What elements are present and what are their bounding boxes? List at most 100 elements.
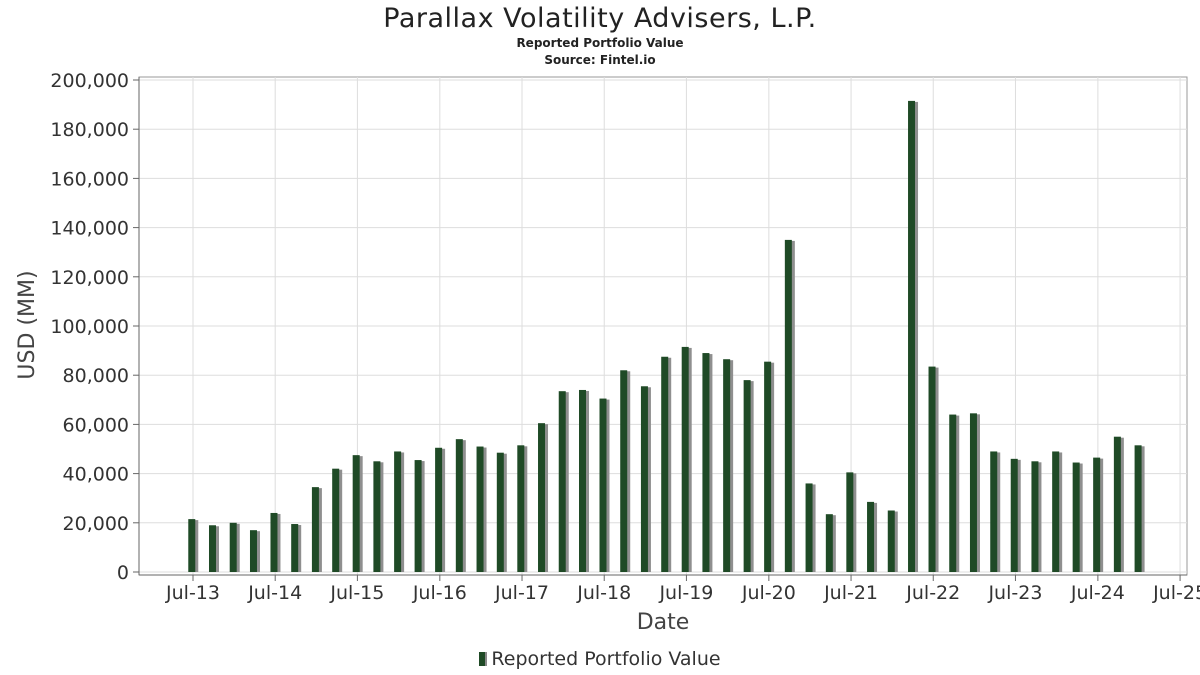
bar — [702, 353, 713, 572]
bar — [949, 414, 960, 572]
bar-fill — [702, 353, 710, 572]
bar-fill — [188, 519, 196, 572]
y-tick-label: 200,000 — [50, 70, 129, 92]
axis-lines — [138, 77, 1187, 576]
x-tick-label: Jul-21 — [823, 582, 878, 604]
bar — [990, 451, 1001, 572]
bar-fill — [1052, 451, 1060, 572]
y-tick-label: 0 — [117, 562, 129, 584]
bar-fill — [496, 452, 504, 572]
bar — [1052, 451, 1063, 572]
bar — [1072, 462, 1083, 572]
bar — [969, 413, 980, 572]
x-tick-label: Jul-19 — [658, 582, 713, 604]
bar-fill — [867, 501, 875, 572]
bar — [1134, 445, 1145, 572]
bar-fill — [1010, 458, 1018, 572]
chart-subtitle: Reported Portfolio Value — [516, 36, 684, 50]
bar — [496, 452, 507, 572]
bar-fill — [352, 455, 360, 572]
legend-swatch — [479, 652, 488, 666]
bar — [764, 361, 775, 572]
bar — [188, 519, 199, 572]
bar — [538, 423, 549, 572]
bar-fill — [1113, 436, 1121, 572]
bar — [414, 460, 425, 572]
bar — [291, 524, 302, 572]
bar — [784, 239, 795, 572]
bar-fill — [249, 530, 257, 572]
y-tick-label: 80,000 — [63, 365, 129, 387]
bar — [928, 366, 939, 572]
bar — [805, 483, 816, 572]
bar-fill — [928, 366, 936, 572]
bar — [579, 389, 590, 572]
bar-fill — [414, 460, 422, 572]
y-tick-label: 20,000 — [63, 513, 129, 535]
bar-fill — [743, 380, 751, 572]
x-tick-label: Jul-22 — [905, 582, 960, 604]
bar-fill — [1072, 462, 1080, 572]
y-tick-label: 120,000 — [50, 267, 129, 289]
bar — [1093, 457, 1104, 572]
y-tick-label: 180,000 — [50, 119, 129, 141]
bar-fill — [538, 423, 546, 572]
bar-fill — [949, 414, 957, 572]
bar — [455, 439, 466, 572]
bar-fill — [435, 447, 443, 572]
bar — [681, 346, 692, 572]
bar — [476, 446, 487, 572]
bar — [373, 461, 384, 572]
x-tick-label: Jul-15 — [329, 582, 384, 604]
bar — [1010, 458, 1021, 572]
bar-fill — [208, 525, 216, 572]
bar-fill — [969, 413, 977, 572]
bar-fill — [887, 510, 895, 572]
bar-fill — [270, 512, 278, 572]
y-axis-label: USD (MM) — [15, 270, 40, 379]
x-tick-label: Jul-20 — [741, 582, 796, 604]
bar-fill — [784, 239, 792, 572]
bar — [249, 530, 260, 572]
chart-source: Source: Fintel.io — [544, 53, 656, 67]
y-tick-label: 140,000 — [50, 218, 129, 240]
bar-fill — [1093, 457, 1101, 572]
y-axis-ticks: 0 20,000 40,000 60,000 80,000 100,000 120,000 1… — [50, 70, 139, 584]
legend-label: Reported Portfolio Value — [491, 648, 721, 670]
x-tick-label: Jul-23 — [987, 582, 1042, 604]
y-tick-label: 60,000 — [63, 414, 129, 436]
y-tick-label: 100,000 — [50, 316, 129, 338]
bar — [867, 501, 878, 572]
bar-fill — [640, 386, 648, 572]
bar-fill — [764, 361, 772, 572]
bar — [229, 522, 240, 572]
bar — [640, 386, 651, 572]
bar — [846, 472, 857, 572]
bar-fill — [476, 446, 484, 572]
bar-fill — [455, 439, 463, 572]
bar — [887, 510, 898, 572]
x-tick-label: Jul-17 — [494, 582, 549, 604]
x-tick-label: Jul-14 — [247, 582, 302, 604]
bar — [435, 447, 446, 572]
bar-fill — [1134, 445, 1142, 572]
x-tick-label: Jul-25 — [1152, 582, 1200, 604]
bar — [908, 100, 919, 572]
bar — [1031, 461, 1042, 572]
bar — [620, 370, 631, 572]
bar-fill — [517, 445, 525, 572]
bar-fill — [620, 370, 628, 572]
x-tick-label: Jul-13 — [165, 582, 220, 604]
bar-fill — [332, 468, 340, 572]
bar — [517, 445, 528, 572]
bar — [723, 359, 734, 572]
bar-fill — [558, 391, 566, 572]
bar — [558, 391, 569, 572]
bar-fill — [291, 524, 299, 572]
bar-fill — [579, 389, 587, 572]
bar-series — [188, 100, 1145, 572]
bar — [1113, 436, 1124, 572]
legend: Reported Portfolio Value — [0, 648, 1200, 670]
bar-fill — [373, 461, 381, 572]
